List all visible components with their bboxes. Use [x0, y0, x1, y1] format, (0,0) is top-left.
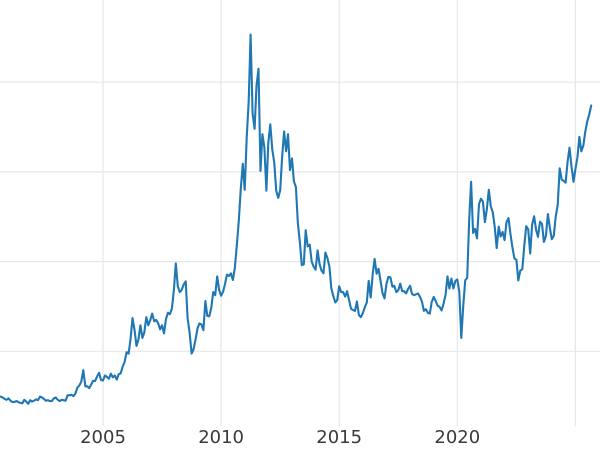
- x-tick-label-2005: 2005: [80, 427, 126, 448]
- price-series: [0, 33, 593, 405]
- x-tick-label-2020: 2020: [434, 427, 480, 448]
- x-tick-label-2015: 2015: [316, 427, 362, 448]
- vertical-gridlines: [102, 0, 577, 426]
- x-axis-tick-labels: 2005 2010 2015 2020: [80, 427, 480, 448]
- price-line: [0, 33, 593, 405]
- horizontal-gridlines: [0, 81, 600, 352]
- x-tick-label-2010: 2010: [198, 427, 244, 448]
